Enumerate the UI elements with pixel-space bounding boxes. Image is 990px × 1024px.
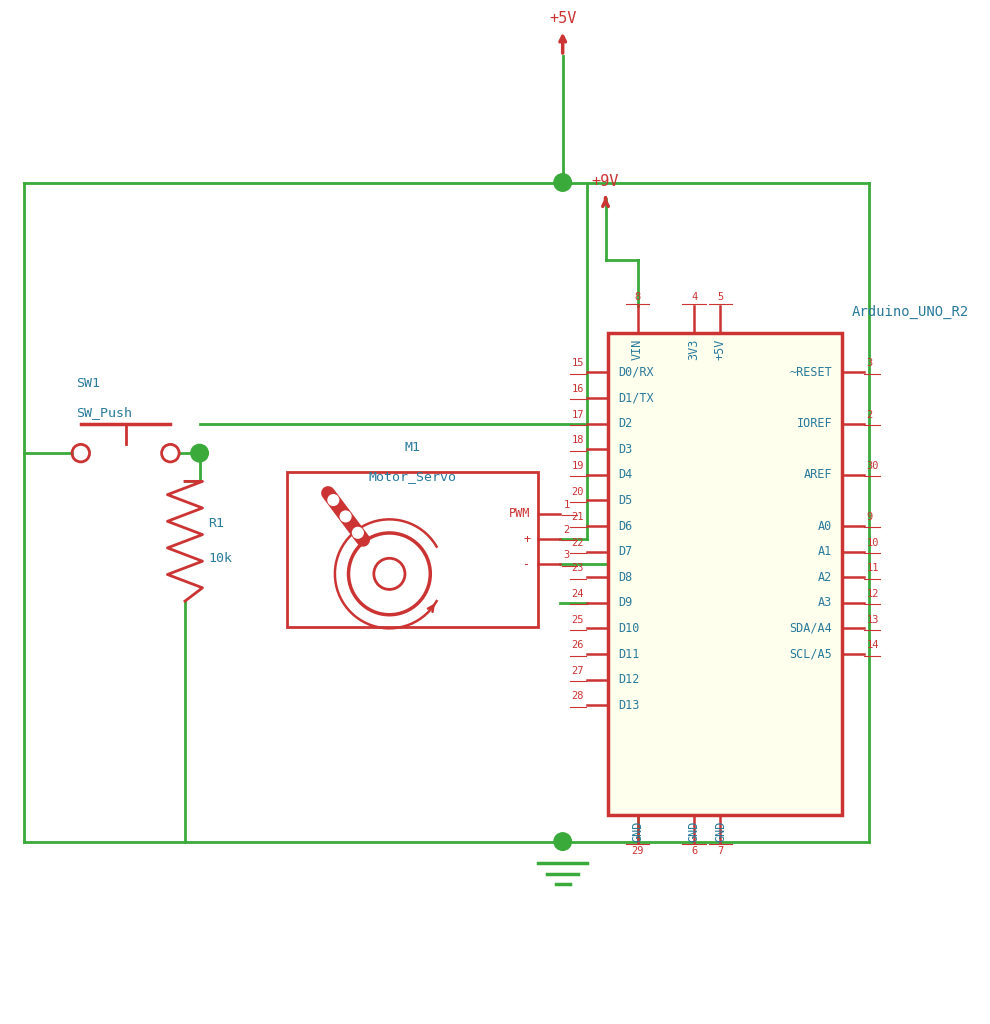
Text: 3V3: 3V3	[688, 338, 701, 359]
Text: D1/TX: D1/TX	[618, 391, 653, 404]
Text: D4: D4	[618, 468, 633, 481]
Circle shape	[352, 527, 363, 539]
Text: D2: D2	[618, 417, 633, 430]
Text: SW1: SW1	[76, 377, 100, 390]
Text: +5V: +5V	[549, 11, 576, 26]
Text: +9V: +9V	[592, 174, 619, 189]
Text: 26: 26	[571, 640, 584, 650]
Text: +: +	[524, 532, 531, 546]
Text: SW_Push: SW_Push	[76, 407, 132, 420]
Text: 1: 1	[563, 500, 570, 510]
Circle shape	[341, 511, 350, 522]
Text: 14: 14	[866, 640, 879, 650]
Text: SCL/A5: SCL/A5	[790, 647, 833, 660]
Text: 23: 23	[571, 563, 584, 573]
Text: D11: D11	[618, 647, 640, 660]
Text: 3: 3	[563, 551, 570, 560]
Bar	[609, 334, 842, 815]
Text: 20: 20	[571, 486, 584, 497]
Text: Arduino_UNO_R2: Arduino_UNO_R2	[851, 305, 969, 318]
Text: 8: 8	[635, 292, 641, 302]
Circle shape	[554, 833, 571, 850]
Text: 18: 18	[571, 435, 584, 445]
Text: 11: 11	[866, 563, 879, 573]
Text: D3: D3	[618, 442, 633, 456]
Text: 6: 6	[691, 847, 697, 856]
Text: ~RESET: ~RESET	[790, 366, 833, 379]
Text: 10k: 10k	[208, 552, 233, 565]
Text: A2: A2	[818, 570, 833, 584]
Text: D9: D9	[618, 596, 633, 609]
Text: D7: D7	[618, 545, 633, 558]
Text: Motor_Servo: Motor_Servo	[368, 470, 456, 482]
Text: AREF: AREF	[804, 468, 833, 481]
Text: 28: 28	[571, 691, 584, 701]
Text: 2: 2	[563, 525, 570, 536]
Text: 7: 7	[718, 847, 724, 856]
Text: 2: 2	[866, 410, 872, 420]
Text: D5: D5	[618, 494, 633, 507]
Text: SDA/A4: SDA/A4	[790, 622, 833, 635]
Circle shape	[191, 444, 208, 462]
Text: 17: 17	[571, 410, 584, 420]
Text: 10: 10	[866, 538, 879, 548]
Text: A3: A3	[818, 596, 833, 609]
Text: 12: 12	[866, 589, 879, 599]
Text: PWM: PWM	[509, 507, 531, 520]
Text: VIN: VIN	[632, 338, 644, 359]
Text: GND: GND	[688, 820, 701, 842]
Text: 29: 29	[632, 847, 644, 856]
Text: 13: 13	[866, 614, 879, 625]
Text: 21: 21	[571, 512, 584, 522]
Text: D0/RX: D0/RX	[618, 366, 653, 379]
Text: 9: 9	[866, 512, 872, 522]
Text: +5V: +5V	[714, 338, 727, 359]
Text: -: -	[524, 558, 531, 570]
Text: 3: 3	[866, 358, 872, 369]
Text: 25: 25	[571, 614, 584, 625]
Text: 30: 30	[866, 461, 879, 471]
Text: GND: GND	[714, 820, 727, 842]
Text: A0: A0	[818, 519, 833, 532]
Text: 15: 15	[571, 358, 584, 369]
Text: D13: D13	[618, 698, 640, 712]
Text: 24: 24	[571, 589, 584, 599]
Text: 16: 16	[571, 384, 584, 394]
Text: GND: GND	[632, 820, 644, 842]
Circle shape	[554, 174, 571, 191]
Text: M1: M1	[405, 441, 421, 454]
Text: D10: D10	[618, 622, 640, 635]
Text: D12: D12	[618, 673, 640, 686]
Text: R1: R1	[208, 517, 225, 530]
Text: 27: 27	[571, 666, 584, 676]
Text: 19: 19	[571, 461, 584, 471]
Text: A1: A1	[818, 545, 833, 558]
Text: D8: D8	[618, 570, 633, 584]
Text: 5: 5	[718, 292, 724, 302]
Bar	[287, 472, 539, 628]
Text: 22: 22	[571, 538, 584, 548]
Text: D6: D6	[618, 519, 633, 532]
Circle shape	[328, 495, 339, 506]
Text: 4: 4	[691, 292, 697, 302]
Text: IOREF: IOREF	[797, 417, 833, 430]
